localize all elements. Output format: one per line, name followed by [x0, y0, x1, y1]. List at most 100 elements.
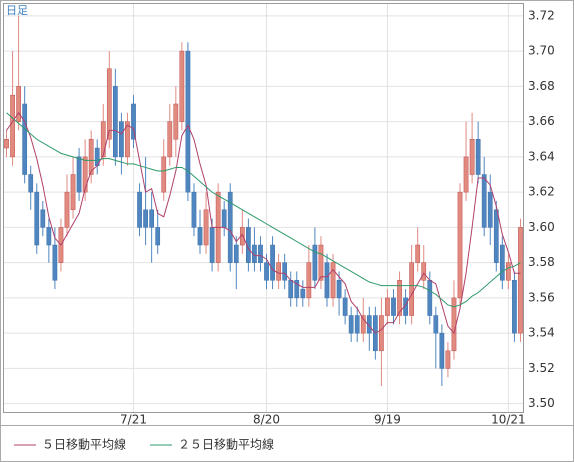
candle-body — [16, 86, 21, 122]
y-tick-label: 3.54 — [528, 326, 555, 340]
candle-body — [203, 209, 209, 246]
candle-body — [76, 156, 82, 193]
candle-body — [4, 138, 9, 149]
candle-body — [221, 209, 227, 228]
candle-body — [330, 262, 336, 299]
candle-body — [106, 68, 112, 140]
y-tick-label: 3.64 — [528, 149, 555, 163]
candle-body — [415, 244, 421, 263]
legend-label: ５日移動平均線 — [42, 437, 126, 452]
candle-body — [28, 174, 34, 193]
candle-body — [360, 315, 366, 334]
y-tick-label: 3.66 — [528, 114, 555, 128]
candle-body — [149, 209, 155, 228]
candle-body — [52, 244, 58, 281]
candle-body — [197, 227, 203, 246]
candle-body — [137, 191, 142, 228]
candle-body — [264, 262, 269, 281]
grid — [3, 3, 524, 413]
period-label: 日足 — [6, 4, 28, 17]
candle-body — [433, 315, 439, 334]
legend-label: ２５日移動平均線 — [178, 437, 274, 452]
candle-body — [391, 297, 396, 316]
candle-body — [22, 103, 28, 175]
candle-body — [246, 227, 251, 263]
candle-body — [288, 280, 294, 299]
candle-body — [421, 262, 427, 281]
candle-body — [270, 244, 275, 281]
candle-body — [161, 156, 167, 193]
candle-body — [427, 280, 433, 316]
y-tick-label: 3.72 — [528, 8, 555, 22]
candle-body — [294, 280, 300, 299]
candle-body — [112, 86, 118, 158]
candle-body — [457, 191, 463, 299]
candle-body — [499, 244, 505, 281]
candle-body — [143, 209, 148, 228]
moving-average-line — [6, 112, 521, 308]
candle-body — [306, 262, 312, 299]
candle-body — [46, 227, 52, 246]
candle-body — [155, 227, 161, 246]
candle-body — [70, 174, 76, 211]
y-tick-label: 3.70 — [528, 44, 555, 58]
candle-body — [227, 191, 233, 263]
candle-body — [179, 50, 185, 122]
moving-average-line — [6, 111, 521, 335]
candle-body — [348, 315, 354, 334]
x-tick-label: 8/20 — [253, 413, 280, 427]
candle-body — [125, 121, 130, 158]
candle-body — [463, 156, 469, 193]
candle-body — [34, 191, 40, 246]
x-tick-label: 10/21 — [491, 413, 526, 427]
plot-border — [3, 3, 524, 413]
candle-body — [282, 262, 288, 281]
candle-body — [342, 297, 348, 316]
candle-body — [173, 103, 179, 140]
candle-body — [276, 262, 281, 281]
candle-body — [185, 50, 191, 193]
candle-body — [40, 209, 46, 228]
candle-body — [233, 244, 239, 263]
candle-body — [487, 191, 493, 228]
candle-body — [100, 121, 106, 158]
candle-body — [258, 244, 263, 263]
candle-body — [385, 297, 390, 316]
candle-body — [493, 209, 499, 263]
y-tick-label: 3.52 — [528, 361, 555, 375]
candle-body — [64, 191, 70, 228]
candle-body — [82, 156, 88, 193]
candle-body — [88, 138, 94, 175]
candle-body — [191, 191, 197, 228]
x-tick-label: 9/19 — [374, 413, 401, 427]
y-tick-label: 3.56 — [528, 290, 555, 304]
candle-body — [312, 244, 318, 281]
y-tick-label: 3.68 — [528, 79, 555, 93]
candle-body — [445, 350, 451, 369]
candle-body — [324, 262, 330, 299]
candle-body — [518, 227, 523, 334]
candle-body — [512, 280, 517, 334]
candle-body — [397, 280, 402, 316]
candle-body — [481, 174, 487, 228]
candle-body — [10, 94, 15, 158]
candle-body — [506, 262, 511, 281]
candle-body — [354, 315, 360, 334]
y-tick-label: 3.62 — [528, 185, 555, 199]
candle-body — [167, 121, 173, 158]
candle-body — [469, 138, 475, 175]
y-tick-label: 3.58 — [528, 255, 555, 269]
candle-body — [119, 121, 124, 158]
candle-body — [336, 280, 342, 299]
y-tick-label: 3.60 — [528, 220, 555, 234]
x-tick-label: 7/21 — [120, 413, 147, 427]
candle-body — [300, 288, 306, 299]
candle-body — [318, 244, 324, 281]
candle-body — [439, 332, 445, 369]
candle-body — [409, 262, 415, 316]
candle-body — [475, 138, 481, 175]
candle-body — [131, 103, 136, 140]
y-tick-label: 3.50 — [528, 396, 555, 410]
